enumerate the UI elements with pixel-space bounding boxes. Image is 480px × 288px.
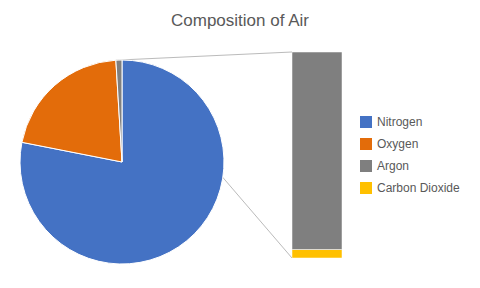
legend-swatch: [360, 138, 372, 150]
chart: Composition of Air Nitrogen Oxygen Argon Car…: [0, 0, 480, 288]
pie-slice: [116, 60, 122, 162]
bar-segment: [292, 52, 342, 250]
bar-group: [292, 52, 342, 258]
legend-label: Carbon Dioxide: [377, 181, 460, 195]
legend-swatch: [360, 116, 372, 128]
pie-slice: [22, 60, 122, 162]
pie: [20, 60, 224, 264]
legend-swatch: [360, 182, 372, 194]
legend: Nitrogen Oxygen Argon Carbon Dioxide: [360, 115, 460, 195]
legend-swatch: [360, 160, 372, 172]
connector-line: [116, 52, 292, 60]
title: Composition of Air: [171, 11, 309, 30]
legend-label: Oxygen: [377, 137, 418, 151]
bar-segment: [292, 250, 342, 258]
legend-label: Argon: [377, 159, 409, 173]
pie-slice: [20, 60, 224, 264]
legend-label: Nitrogen: [377, 115, 422, 129]
